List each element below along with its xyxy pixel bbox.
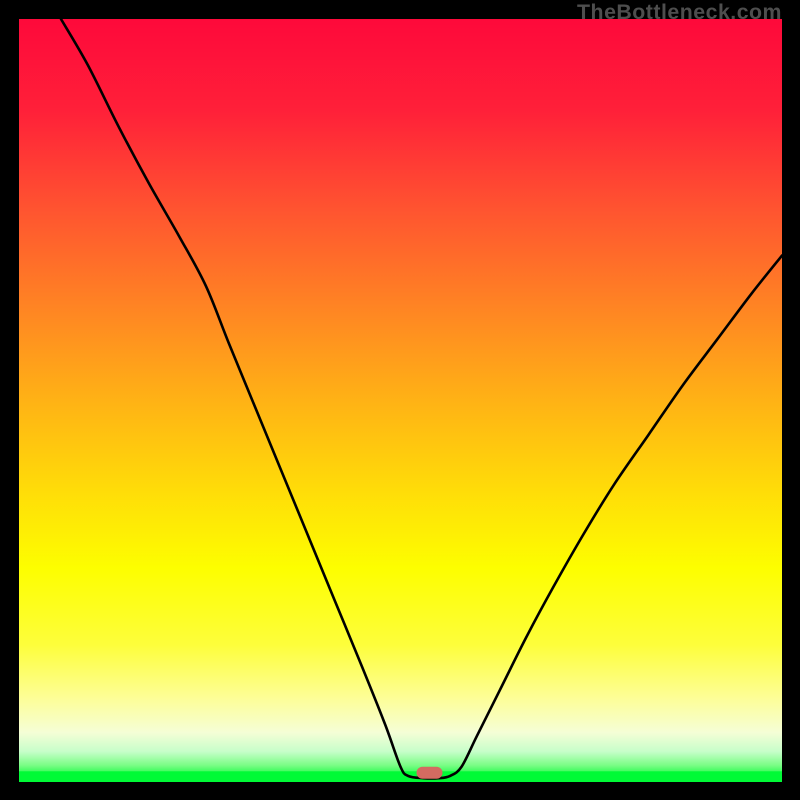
watermark-text: TheBottleneck.com bbox=[577, 0, 782, 25]
optimum-marker bbox=[417, 767, 443, 779]
heat-gradient bbox=[19, 19, 782, 782]
bottleneck-chart bbox=[0, 0, 800, 800]
green-baseline-band bbox=[19, 771, 782, 782]
chart-stage: TheBottleneck.com bbox=[0, 0, 800, 800]
